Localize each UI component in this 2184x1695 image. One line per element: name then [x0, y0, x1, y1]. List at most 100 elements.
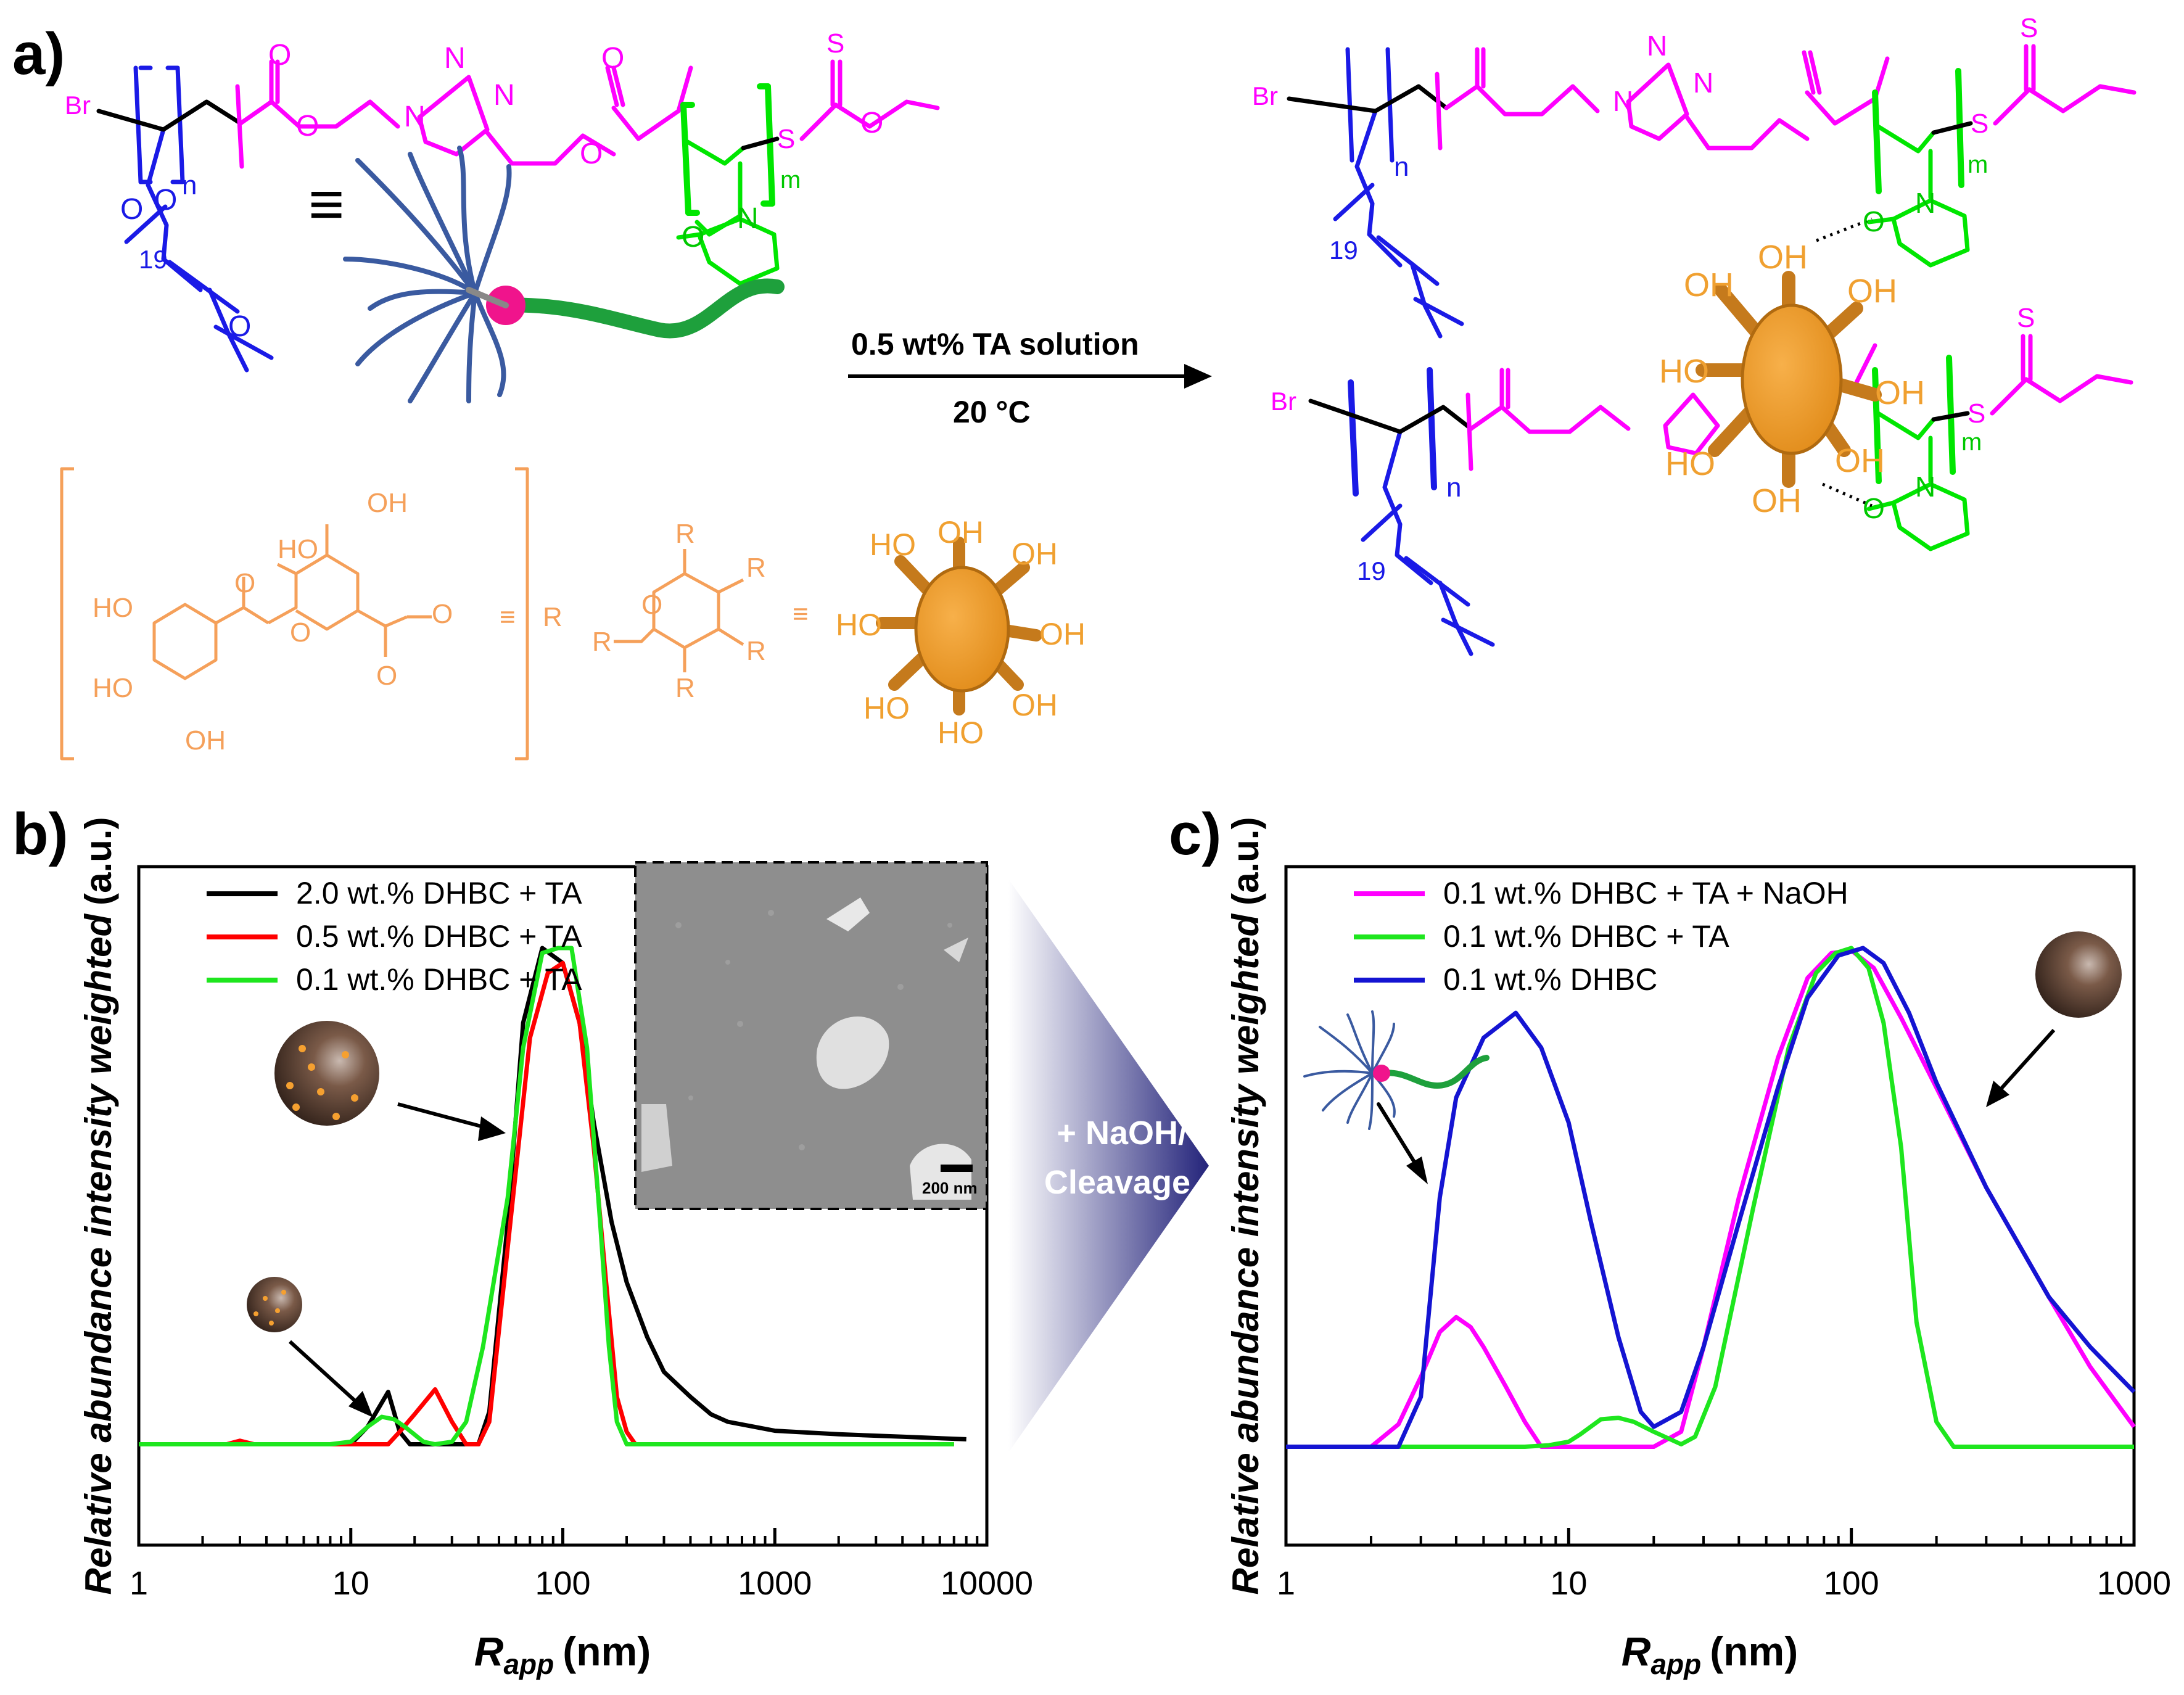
x-tick-label: 100	[1824, 1565, 1879, 1602]
glucose-o: O	[641, 590, 662, 620]
ta-sphere-product	[1696, 271, 1882, 488]
dhbc-structure-right-top	[1287, 44, 2137, 339]
cleavage-arrow: + NaOH/ Cleavage	[1008, 879, 1209, 1453]
chart-c-xlabel: Rapp (nm)	[1622, 1628, 1798, 1680]
br-label-r2: Br	[1271, 387, 1296, 416]
backbone	[96, 99, 243, 132]
reaction-arrow: 0.5 wt% TA solution 20 °C	[848, 327, 1212, 429]
pvp-o-r1: O	[1863, 205, 1885, 237]
ta-ho-left1: HO	[93, 593, 133, 623]
panel-label-a: a)	[12, 21, 65, 87]
dhbc-structure-right-bottom	[1308, 334, 2133, 656]
n-subscript: n	[182, 170, 197, 200]
sulfur-r3: S	[1971, 109, 1988, 139]
icon-ho-5: HO	[937, 716, 984, 750]
n-r1: n	[1394, 152, 1409, 182]
sulfur-r1: S	[2020, 13, 2038, 43]
peg-count-r1: 19	[1329, 236, 1358, 265]
ta-r3: R	[746, 636, 766, 666]
ho-7: HO	[1659, 353, 1709, 390]
tri-n-r1: N	[1613, 85, 1633, 117]
chart-c-ylabel-main: Relative abundance intensity weighted	[1225, 913, 1266, 1595]
m-r1: m	[1968, 151, 1988, 178]
series-line-3	[139, 946, 954, 1446]
triazole-n2: N	[444, 42, 466, 75]
ta-o3: O	[432, 599, 453, 629]
icon-ho-8: HO	[870, 527, 916, 562]
x-tick-label: 1	[130, 1565, 148, 1602]
ta-oh-top: OH	[367, 488, 408, 518]
pvp-o: O	[682, 221, 704, 254]
pvp-block	[680, 83, 775, 216]
chart-b-ylabel-main: Relative abundance intensity weighted	[78, 913, 119, 1595]
temperature-label: 20 °C	[953, 395, 1031, 429]
ta-r-main: R	[543, 602, 562, 632]
x-tick-label: 1000	[738, 1565, 812, 1602]
dhbc-labels-left: Br n O O 19 O O O N N N O O m N O S S O …	[65, 28, 883, 343]
tannic-acid-labels: OH HO HO HO OH O O O O ≡ R R R R R R O ≡	[93, 488, 809, 756]
hydrogen-bonds	[1816, 217, 1873, 508]
tri-n-r2: N	[1647, 30, 1667, 62]
x-tick-label: 10000	[941, 1565, 1033, 1602]
micelle-icon-c	[1986, 931, 2122, 1107]
icon-oh-1: OH	[937, 515, 984, 550]
x-tick-label: 100	[535, 1565, 590, 1602]
chart-c-frame	[1284, 865, 2136, 1547]
ta-r5: R	[592, 627, 612, 657]
unimer-icon	[1303, 1010, 1490, 1184]
pvp-o-r2: O	[1863, 492, 1885, 524]
ta-ho-mid: HO	[278, 534, 318, 564]
chart-c-x-ticks: 1 10 100 1000	[1277, 1528, 2171, 1602]
x-tick-label: 1000	[2097, 1565, 2171, 1602]
reagent-label: 0.5 wt% TA solution	[851, 327, 1139, 361]
chart-b: 1 10 100 1000 10000 2.0 wt.% DHBC + TA 0.5 wt…	[78, 817, 1033, 1680]
pvp-n-r1: N	[1915, 187, 1935, 219]
chart-c-xlabel-main: R	[1622, 1628, 1651, 1674]
chart-c-ylabel-unit: (a.u.)	[1225, 817, 1266, 905]
panel-label-c: c)	[1169, 801, 1221, 867]
panel-label-b: b)	[12, 801, 68, 867]
dhbc-labels-right: Br Br n n 19 19 m m S S S S N N O O N N …	[1252, 13, 2038, 585]
tri-n-r3: N	[1693, 67, 1713, 99]
chart-c-lines	[1286, 946, 2136, 1449]
n-r2: n	[1446, 472, 1461, 503]
ta-o2: O	[290, 617, 311, 648]
cleavage-line2: Cleavage	[1044, 1164, 1190, 1201]
ta-equiv-2: ≡	[793, 599, 809, 629]
ta-r4: R	[675, 673, 695, 703]
sulfur-r2: S	[2017, 303, 2035, 333]
oh-5: OH	[1752, 482, 1802, 519]
sulfur-2: S	[826, 28, 844, 59]
x-tick-label: 1	[1277, 1565, 1295, 1602]
chart-b-lines	[139, 946, 966, 1446]
br-label-r1: Br	[1252, 81, 1278, 110]
icon-ho-6: HO	[863, 691, 910, 725]
chart-c-legend: 0.1 wt.% DHBC + TA + NaOH 0.1 wt.% DHBC +…	[1354, 876, 1848, 997]
peg-count: 19	[139, 245, 168, 274]
ta-o1: O	[234, 568, 255, 598]
oh-3: OH	[1875, 374, 1925, 411]
scale-bar-label: 200 nm	[922, 1179, 978, 1197]
sem-inset: 200 nm	[634, 861, 988, 1210]
oh-4: OH	[1835, 442, 1885, 479]
oh-2: OH	[1847, 273, 1897, 310]
chart-b-xlabel-main: R	[474, 1628, 504, 1674]
chart-c: 1 10 100 1000 0.1 wt.% DHBC + TA + NaOH0.1 …	[1225, 817, 2171, 1680]
chart-b-xlabel-sub: app	[503, 1648, 554, 1680]
tannic-acid-structure	[60, 467, 744, 761]
linker-o2: O	[296, 110, 319, 142]
cleavage-line1: + NaOH/	[1057, 1115, 1187, 1152]
dhbc-cartoon	[343, 146, 785, 403]
ho-6: HO	[1665, 445, 1715, 482]
chart-b-x-ticks: 1 10 100 1000 10000	[130, 1528, 1033, 1602]
micelle-large-icon	[274, 1021, 506, 1141]
dhbc-structure-left	[96, 59, 940, 373]
equiv-symbol: ≡	[308, 170, 344, 239]
oh-1: OH	[1758, 239, 1808, 276]
br-label: Br	[65, 91, 91, 120]
triazole-n3: N	[493, 79, 515, 112]
micelle-small-icon	[247, 1277, 373, 1417]
triazole-n1: N	[404, 101, 426, 133]
